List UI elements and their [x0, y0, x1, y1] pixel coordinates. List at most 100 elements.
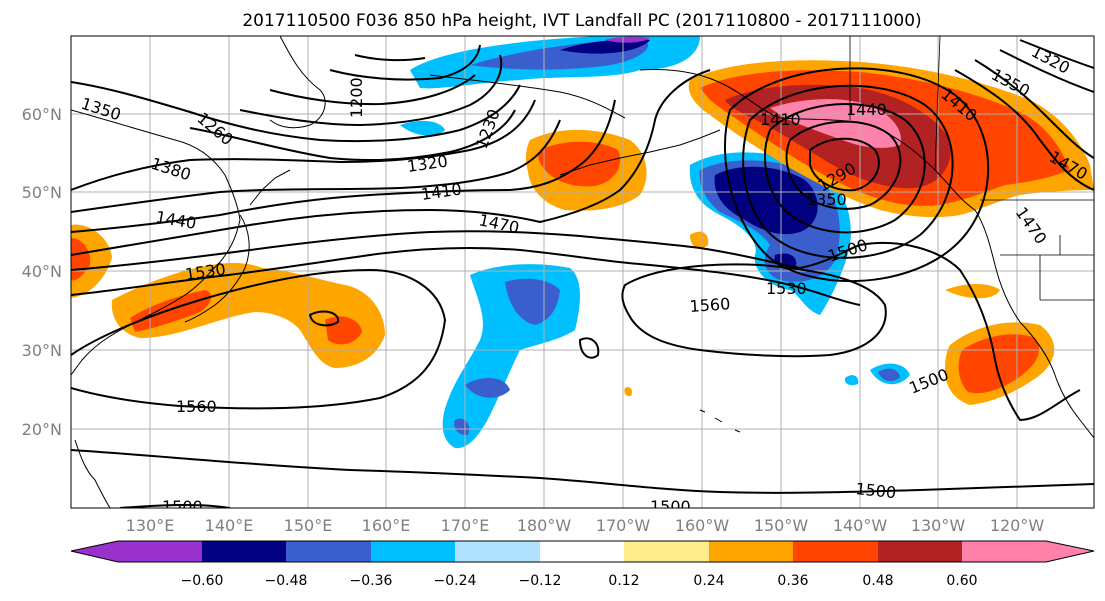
contour-na-1410	[954, 69, 1094, 191]
colorbar-segment	[371, 541, 455, 562]
lon-tick-label: 130°W	[911, 516, 966, 535]
figure-title: 2017110500 F036 850 hPa height, IVT Land…	[242, 11, 921, 31]
contour-na-1350	[999, 49, 1094, 93]
coast-canada-border	[849, 36, 941, 171]
contour-1350	[71, 81, 521, 143]
colorbar-tick-label: −0.60	[181, 573, 224, 589]
lon-tick-label: 170°E	[441, 516, 490, 535]
contour-1380	[71, 99, 536, 191]
contour-1320	[189, 109, 516, 161]
colorbar-segment	[202, 541, 286, 562]
coast-aleutians	[559, 129, 721, 176]
contour-label: 1530	[766, 279, 807, 298]
shade-pos-al-core	[538, 141, 621, 187]
coast-na-west	[974, 209, 1094, 439]
lon-tick-label: 150°E	[284, 516, 333, 535]
colorbar-segment	[793, 541, 878, 562]
colorbar-tick-label: 0.24	[693, 573, 724, 589]
shade-pos-small-1	[690, 231, 709, 249]
colorbar-tick-label: −0.48	[265, 573, 308, 589]
shade-neg-cp-mid1	[505, 278, 560, 325]
lat-tick-label: 60°N	[22, 105, 62, 124]
coast-philippines	[74, 439, 111, 508]
lat-tick-label: 40°N	[22, 262, 62, 281]
lon-tick-labels: 130°E 140°E 150°E 160°E 170°E 180°W 170°…	[126, 516, 1045, 535]
ivt-shading	[71, 36, 1094, 449]
colorbar: −0.60 −0.48 −0.36 −0.24 −0.12 0.12 0.24 …	[70, 540, 1095, 589]
lon-tick-label: 160°W	[675, 516, 730, 535]
colorbar-tick-label: −0.12	[519, 573, 562, 589]
contour-1290	[239, 54, 503, 127]
lon-tick-label: 150°W	[754, 516, 809, 535]
lon-tick-label: 140°W	[833, 516, 888, 535]
coast-hawaii	[699, 409, 741, 433]
lon-tick-label: 170°W	[596, 516, 651, 535]
lat-tick-label: 50°N	[22, 183, 62, 202]
colorbar-segment	[878, 541, 962, 562]
colorbar-segment	[455, 541, 540, 562]
shade-neg-small-1b	[878, 368, 900, 382]
colorbar-segment	[962, 541, 1046, 562]
contour-1560-west	[71, 268, 447, 410]
lat-tick-labels: 60°N 50°N 40°N 30°N 20°N	[22, 105, 62, 439]
shade-neg-small-2	[844, 375, 859, 386]
map-frame	[70, 35, 1095, 509]
contour-small-ring2	[308, 310, 340, 327]
contour-low-ring2	[785, 120, 902, 210]
contour-1230	[329, 44, 481, 81]
contour-label: 1500	[855, 479, 897, 502]
colorbar-segment	[286, 541, 371, 562]
contour-1560-east	[621, 263, 887, 358]
coast-kamchatka	[269, 36, 326, 129]
shade-neg-north-core	[560, 39, 650, 54]
lon-tick-label: 130°E	[126, 516, 175, 535]
colorbar-extend-min	[71, 541, 118, 562]
contour-label: 1410	[760, 110, 801, 129]
shade-pos-small-2	[624, 387, 633, 397]
contour-1200	[354, 54, 426, 62]
contour-low-ring5	[723, 67, 990, 283]
contour-na-1380	[974, 59, 1094, 159]
lon-tick-label: 120°W	[990, 516, 1045, 535]
contour-label: 1440	[846, 100, 887, 119]
contour-label: 1560	[176, 397, 217, 416]
contour-small-ring	[578, 337, 600, 359]
contour-1470	[71, 69, 711, 256]
contour-low-ring4	[742, 84, 954, 259]
coast-japan	[184, 214, 250, 323]
contour-1440	[71, 99, 616, 233]
contour-1500-south2	[119, 503, 231, 508]
coast-kurils	[249, 169, 291, 206]
contour-1410	[71, 119, 561, 213]
contour-1500-south	[71, 449, 1094, 494]
colorbar-extend-max	[1046, 541, 1094, 562]
height-contours	[71, 39, 1094, 508]
colorbar-tick-label: −0.24	[434, 573, 477, 589]
contour-label: 1500	[162, 497, 203, 516]
lon-tick-label: 160°E	[362, 516, 411, 535]
colorbar-segment	[118, 541, 202, 562]
colorbar-outline	[70, 540, 1095, 563]
contour-label: 1560	[689, 294, 731, 316]
colorbar-segment	[709, 541, 793, 562]
contour-label: 1200	[347, 77, 366, 118]
shade-neg-north-max	[605, 36, 650, 43]
lat-tick-label: 30°N	[22, 341, 62, 360]
contour-label: 1500	[650, 497, 691, 516]
shade-pos-uswc-3	[958, 334, 1039, 394]
colorbar-segments	[71, 541, 1094, 562]
lon-tick-label: 180°W	[517, 516, 572, 535]
colorbar-segment	[540, 541, 624, 562]
contour-na-1320	[1019, 39, 1094, 69]
contour-low-ring3	[764, 103, 926, 234]
contour-1530	[71, 246, 861, 306]
lon-tick-label: 140°E	[205, 516, 254, 535]
coast-alaska	[639, 69, 976, 211]
coast-bering	[429, 74, 626, 119]
colorbar-tick-label: 0.48	[862, 573, 893, 589]
shade-neg-north-small	[400, 120, 445, 136]
colorbar-tick-label: 0.60	[946, 573, 977, 589]
map-panel: 1350 1380 1440 1530 1560 1500 1260 1200 …	[70, 35, 1095, 516]
contour-low-ring1	[809, 137, 880, 192]
